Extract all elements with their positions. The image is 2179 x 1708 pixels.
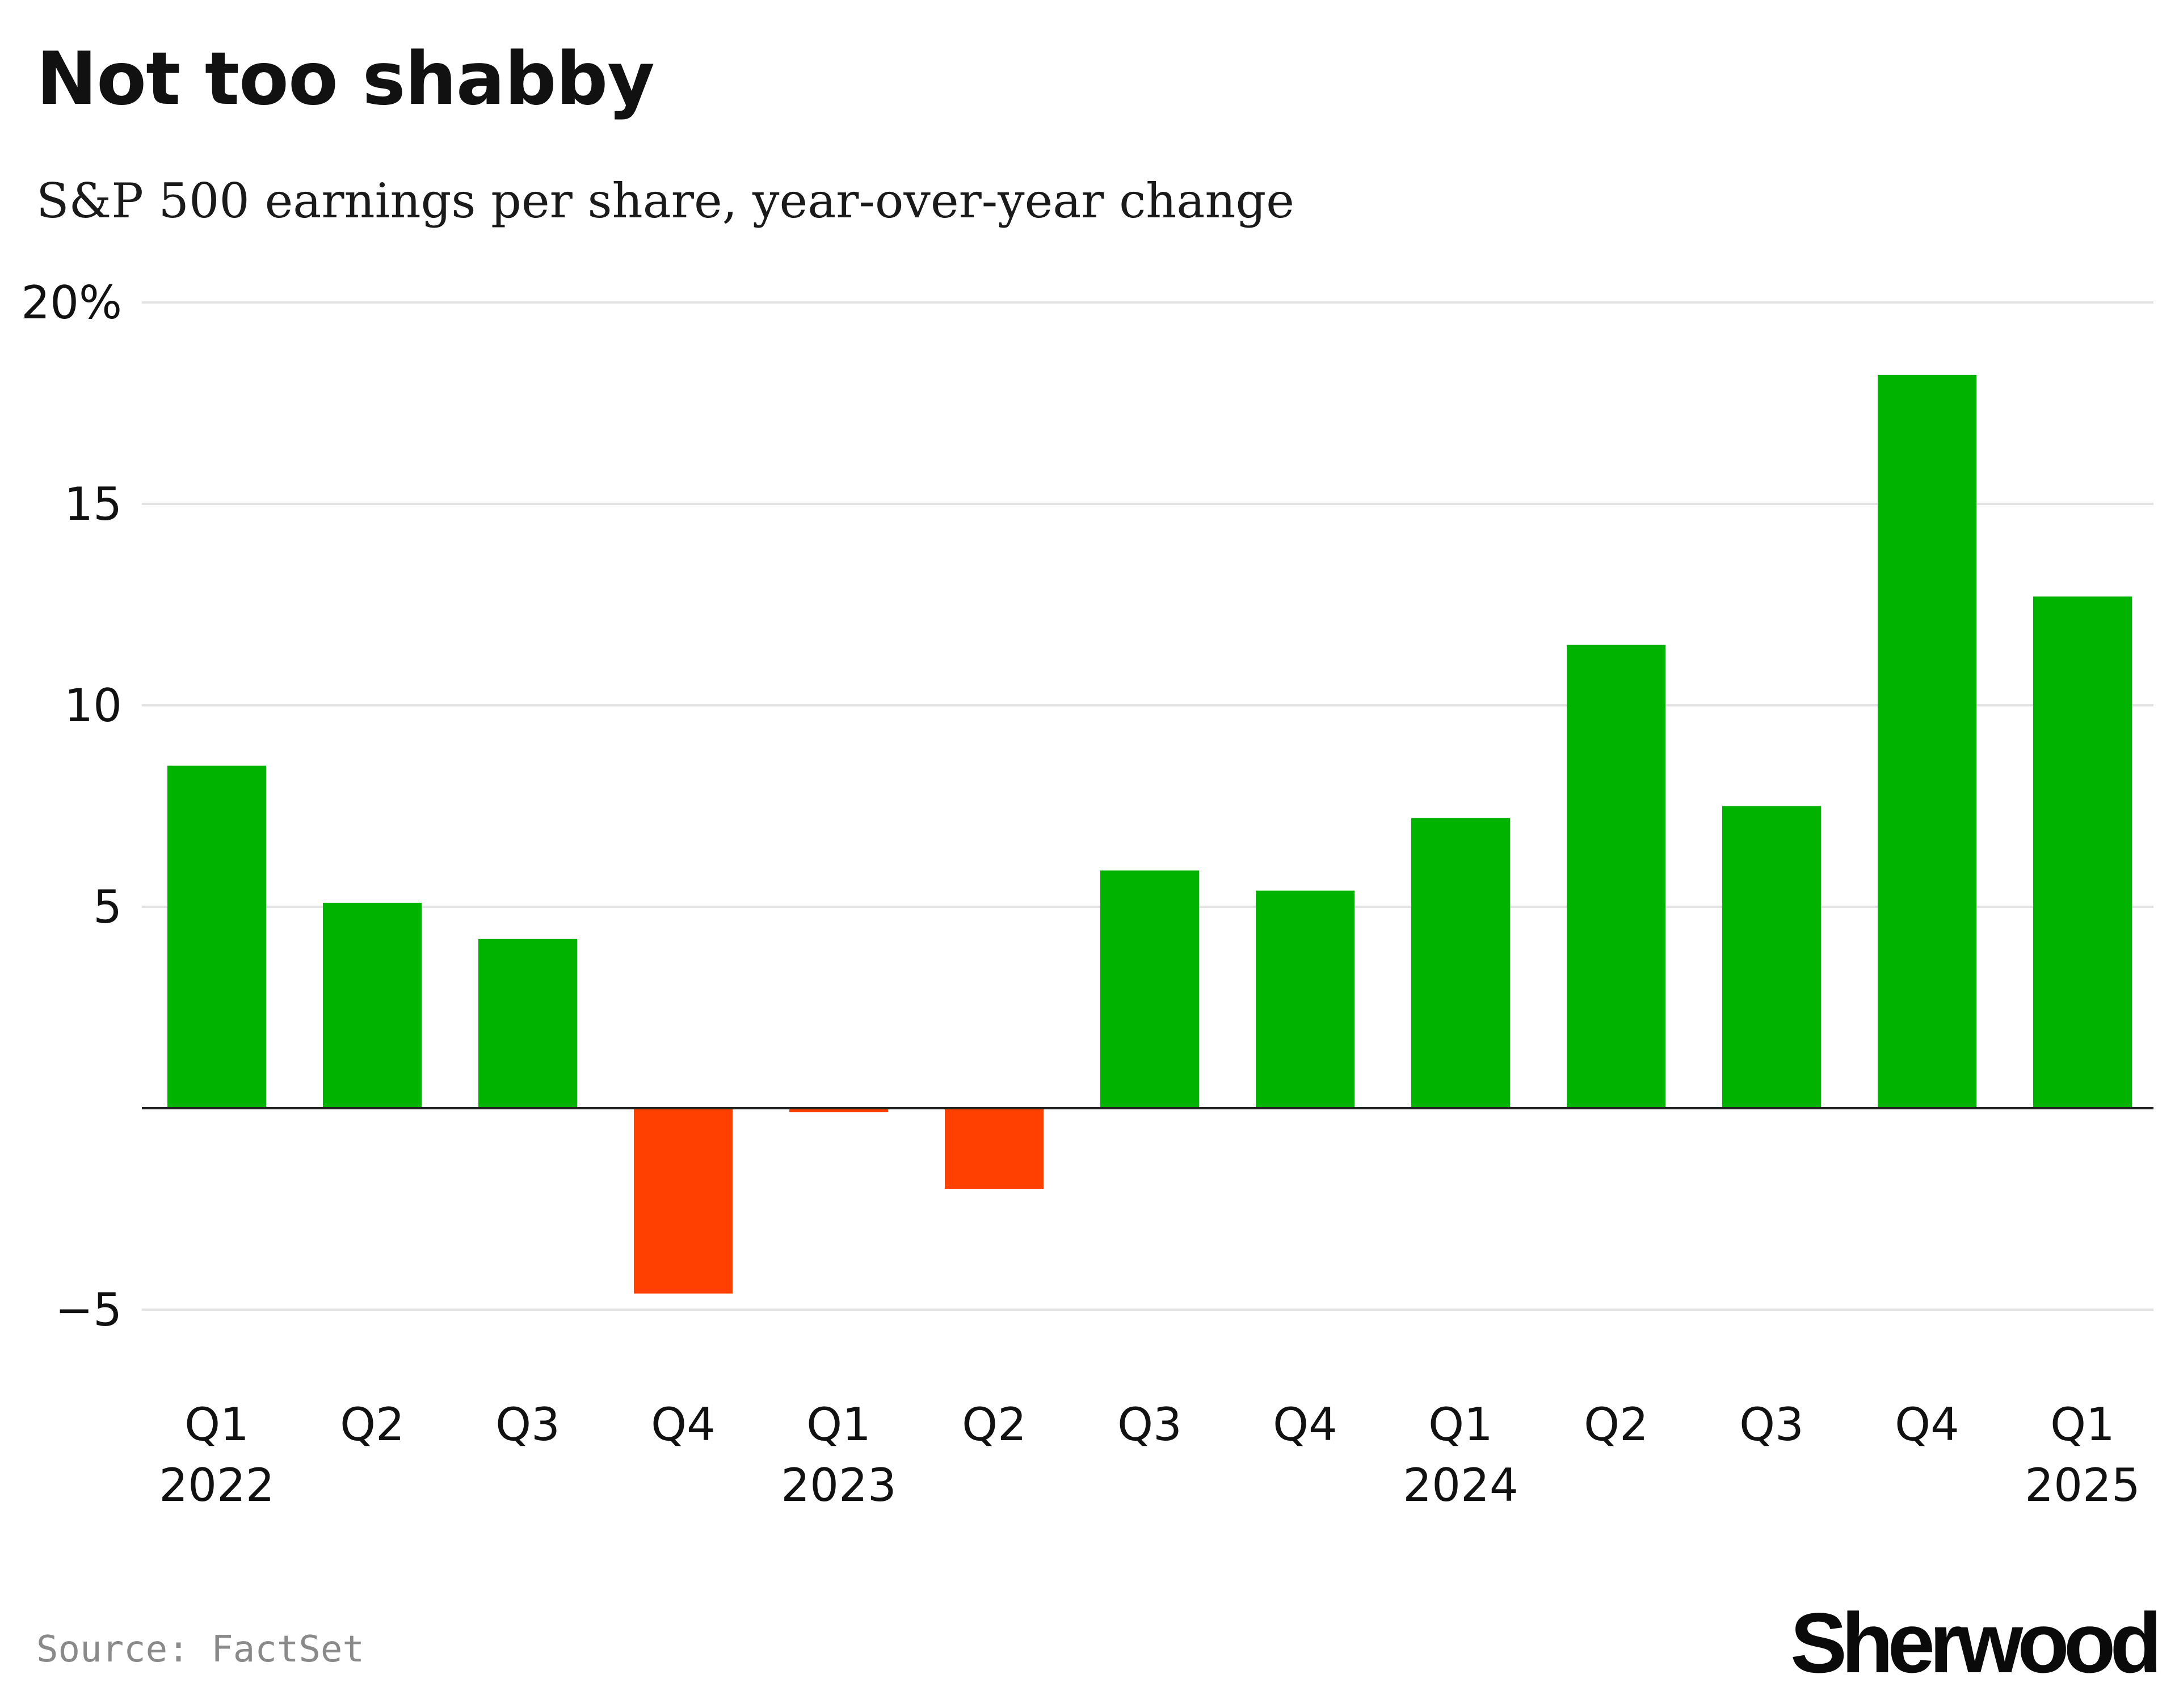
bar (1411, 818, 1510, 1108)
x-tick-label: Q3 (1739, 1398, 1804, 1451)
x-tick-label: Q4 (1273, 1398, 1337, 1451)
y-tick-label: 20% (21, 276, 122, 329)
x-tick-label: Q3 (495, 1398, 560, 1451)
bars-layer (167, 375, 2132, 1294)
bar (2033, 596, 2132, 1108)
x-tick-label: Q2 (962, 1398, 1027, 1451)
bar (323, 902, 422, 1108)
x-tick-label: Q1 (2050, 1398, 2115, 1451)
y-tick-label: 5 (93, 881, 122, 933)
bar (945, 1108, 1044, 1189)
y-tick-label: 15 (64, 478, 122, 531)
x-year-label: 2023 (781, 1459, 897, 1512)
x-tick-label: Q4 (651, 1398, 716, 1451)
bar (634, 1108, 733, 1294)
x-tick-label: Q1 (184, 1398, 249, 1451)
source-note: Source: FactSet (36, 1629, 364, 1671)
bar (1878, 375, 1976, 1108)
x-axis-labels: Q1 2022 Q2 Q3 Q4 Q1 2023 Q2 Q3 Q4 Q1 2024 Q2 Q3 Q4 Q1 20… (159, 1398, 2140, 1512)
chart-subtitle: S&P 500 earnings per share, year-over-ye… (36, 173, 1295, 229)
bar (478, 939, 577, 1108)
x-tick-label: Q1 (806, 1398, 871, 1451)
bar (1256, 890, 1354, 1108)
x-tick-label: Q1 (1428, 1398, 1493, 1451)
x-tick-label: Q4 (1895, 1398, 1959, 1451)
bar (167, 765, 266, 1108)
chart-title: Not too shabby (36, 37, 655, 121)
y-tick-label: 10 (64, 679, 122, 732)
y-tick-label: −5 (55, 1284, 122, 1336)
x-tick-label: Q3 (1117, 1398, 1182, 1451)
bar (1100, 870, 1199, 1108)
bar (1722, 806, 1821, 1108)
grid-layer (142, 301, 2153, 1311)
y-axis-labels: 20% 15 10 5 −5 (21, 276, 122, 1336)
bar (789, 1108, 888, 1113)
x-year-label: 2022 (159, 1459, 275, 1512)
x-year-label: 2025 (2025, 1459, 2140, 1512)
sherwood-logo: Sherwood (1790, 1595, 2162, 1690)
x-year-label: 2024 (1403, 1459, 1518, 1512)
bar (1567, 645, 1665, 1108)
x-tick-label: Q2 (1584, 1398, 1648, 1451)
x-tick-label: Q2 (340, 1398, 405, 1451)
